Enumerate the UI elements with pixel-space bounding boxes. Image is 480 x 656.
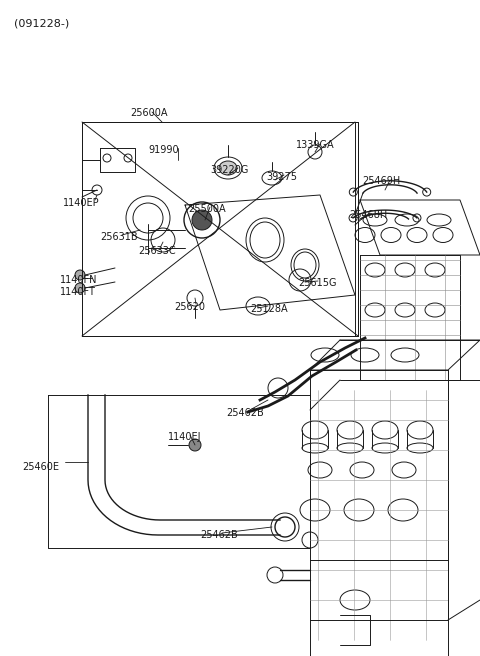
Circle shape bbox=[189, 439, 201, 451]
Ellipse shape bbox=[219, 161, 237, 175]
Circle shape bbox=[133, 203, 163, 233]
Text: 25620: 25620 bbox=[174, 302, 205, 312]
Text: 25633C: 25633C bbox=[138, 246, 176, 256]
Circle shape bbox=[75, 270, 85, 280]
Ellipse shape bbox=[294, 252, 316, 278]
Text: (091228-): (091228-) bbox=[14, 18, 69, 28]
Text: 1140FN: 1140FN bbox=[60, 275, 97, 285]
Text: 25615G: 25615G bbox=[298, 278, 336, 288]
Text: 91990: 91990 bbox=[148, 145, 179, 155]
Text: 39275: 39275 bbox=[266, 172, 297, 182]
Text: 25600A: 25600A bbox=[130, 108, 168, 118]
Text: 25469H: 25469H bbox=[362, 176, 400, 186]
Text: 39220G: 39220G bbox=[210, 165, 248, 175]
Circle shape bbox=[192, 210, 212, 230]
Text: 25128A: 25128A bbox=[250, 304, 288, 314]
Text: 25468H: 25468H bbox=[349, 210, 387, 220]
Ellipse shape bbox=[250, 222, 280, 258]
Text: 25631B: 25631B bbox=[100, 232, 138, 242]
Text: 1140EJ: 1140EJ bbox=[168, 432, 202, 442]
Circle shape bbox=[75, 283, 85, 293]
Text: 1339GA: 1339GA bbox=[296, 140, 335, 150]
Text: 25500A: 25500A bbox=[188, 204, 226, 214]
Text: 1140FT: 1140FT bbox=[60, 287, 96, 297]
Text: 25462B: 25462B bbox=[200, 530, 238, 540]
Text: 25460E: 25460E bbox=[22, 462, 59, 472]
Text: 1140EP: 1140EP bbox=[63, 198, 100, 208]
Text: 25462B: 25462B bbox=[226, 408, 264, 418]
